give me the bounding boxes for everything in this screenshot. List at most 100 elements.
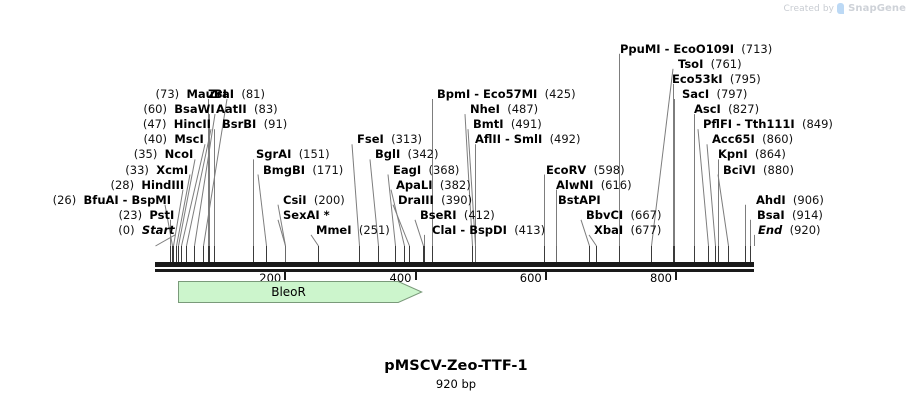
restriction-site-label[interactable]: SacI (797) (682, 88, 747, 101)
enzyme-position: (313) (391, 132, 423, 147)
leader-line (392, 204, 410, 247)
restriction-site-label[interactable]: (26) BfuAI - BspMI (53, 194, 171, 207)
feature-arrow-bleor[interactable]: BleoR (178, 281, 423, 303)
restriction-site-label[interactable]: KpnI (864) (718, 148, 786, 161)
restriction-site-label[interactable]: ZraI (81) (208, 88, 265, 101)
enzyme-position: (390) (441, 192, 473, 207)
leader-line (277, 219, 286, 247)
restriction-site-label[interactable]: PflFI - Tth111I (849) (703, 118, 833, 131)
restriction-site-tick (694, 246, 695, 262)
restriction-site-label[interactable]: AflII - SmlI (492) (475, 133, 581, 146)
restriction-site-label[interactable]: SgrAI (151) (256, 148, 330, 161)
ruler-tick-label: 800 (650, 271, 672, 285)
restriction-site-tick (619, 246, 620, 262)
restriction-site-tick (209, 246, 210, 262)
restriction-site-label[interactable]: BglI (342) (375, 148, 438, 161)
restriction-site-tick (718, 246, 719, 262)
ruler-tick (675, 272, 677, 280)
restriction-site-label[interactable]: Acc65I (860) (712, 133, 793, 146)
restriction-site-label[interactable]: BmgBI (171) (263, 164, 343, 177)
restriction-site-tick (589, 246, 590, 262)
restriction-site-label[interactable]: ClaI - BspDI (413) (432, 224, 545, 237)
restriction-site-label[interactable]: TsoI (761) (678, 58, 742, 71)
restriction-site-label[interactable]: BbvCI (667) (586, 209, 661, 222)
enzyme-name: HincII (173, 117, 211, 132)
restriction-site-label[interactable]: End (920) (758, 224, 821, 237)
enzyme-position: (171) (312, 162, 344, 177)
restriction-site-label[interactable]: NheI (487) (470, 103, 538, 116)
enzyme-position: (35) (133, 147, 158, 162)
enzyme-position: (382) (439, 177, 471, 192)
restriction-site-label[interactable]: DraIII (390) (398, 194, 472, 207)
restriction-site-label[interactable]: EagI (368) (393, 164, 459, 177)
enzyme-position: (914) (791, 207, 823, 222)
enzyme-position: (677) (630, 222, 662, 237)
restriction-site-tick (176, 246, 177, 262)
enzyme-name: BglI (375, 147, 401, 162)
enzyme-name: PpuMI - EcoO109I (620, 41, 734, 56)
restriction-site-tick (423, 246, 424, 262)
enzyme-name: BciVI (723, 162, 756, 177)
restriction-site-label[interactable]: Eco53kI (795) (672, 73, 761, 86)
restriction-site-label[interactable]: (23) PstI (118, 209, 174, 222)
enzyme-name: Eco53kI (672, 71, 723, 86)
restriction-site-label[interactable]: (47) HincII (143, 118, 211, 131)
restriction-site-label[interactable]: PpuMI - EcoO109I (713) (620, 43, 772, 56)
restriction-site-tick (378, 246, 379, 262)
restriction-site-label[interactable]: (40) MscI (143, 133, 203, 146)
enzyme-position: (487) (507, 102, 539, 117)
restriction-site-tick (178, 246, 179, 262)
restriction-site-tick (318, 246, 319, 262)
restriction-site-label[interactable]: BciVI (880) (723, 164, 794, 177)
ruler-tick (544, 272, 547, 280)
restriction-site-label[interactable]: AscI (827) (694, 103, 759, 116)
enzyme-position: (598) (593, 162, 625, 177)
enzyme-position: (827) (728, 102, 760, 117)
restriction-site-label[interactable]: EcoRV (598) (546, 164, 625, 177)
restriction-site-label[interactable]: BmtI (491) (473, 118, 542, 131)
enzyme-position: (0) (118, 222, 135, 237)
restriction-site-label[interactable]: BsrBI (91) (222, 118, 287, 131)
restriction-site-label[interactable]: BpmI - Eco57MI (425) (437, 88, 576, 101)
enzyme-position: (200) (313, 192, 345, 207)
restriction-site-tick (745, 246, 746, 262)
enzyme-name: KpnI (718, 147, 748, 162)
restriction-site-tick (253, 246, 254, 262)
enzyme-position: (28) (110, 177, 135, 192)
restriction-site-label[interactable]: BsaI (914) (757, 209, 823, 222)
restriction-site-label[interactable]: (0) Start (118, 224, 174, 237)
enzyme-name: MscI (174, 132, 204, 147)
ruler-tick-label: 600 (519, 271, 542, 285)
enzyme-name: BsrBI (222, 117, 257, 132)
restriction-site-label[interactable]: ApaLI (382) (396, 179, 471, 192)
restriction-site-label[interactable]: FseI (313) (357, 133, 422, 146)
restriction-site-tick (673, 246, 674, 262)
enzyme-name: BseRI (420, 207, 457, 222)
restriction-site-label[interactable]: (60) BsaWI (143, 103, 214, 116)
restriction-site-label[interactable]: (28) HindIII (110, 179, 184, 192)
restriction-site-label[interactable]: XbaI (677) (594, 224, 661, 237)
enzyme-name: CsiI (283, 192, 307, 207)
enzyme-name: BfuAI - BspMI (83, 192, 172, 207)
feature-arrow-shape (178, 281, 423, 303)
plasmid-size: 920 bp (435, 377, 477, 391)
enzyme-name: SgrAI (256, 147, 292, 162)
restriction-site-label[interactable]: MmeI (251) (316, 224, 390, 237)
restriction-site-label[interactable]: (73) MauBI (156, 88, 227, 101)
enzyme-position: (251) (358, 222, 390, 237)
restriction-site-label[interactable]: AhdI (906) (756, 194, 824, 207)
restriction-site-label[interactable]: SexAI * (283, 209, 330, 222)
restriction-site-label[interactable]: (35) NcoI (134, 148, 194, 161)
restriction-site-label[interactable]: BseRI (412) (420, 209, 495, 222)
restriction-site-tick (203, 246, 204, 262)
leader-line (257, 174, 267, 247)
restriction-site-tick (170, 246, 171, 262)
enzyme-position: (151) (298, 147, 330, 162)
restriction-site-label[interactable]: (33) XcmI (125, 164, 188, 177)
restriction-site-label[interactable]: AlwNI (616) (556, 179, 632, 192)
restriction-site-label[interactable]: AatII (83) (216, 103, 278, 116)
restriction-site-tick (194, 246, 195, 262)
enzyme-position: (425) (544, 87, 576, 101)
restriction-site-label[interactable]: BstAPI (558, 194, 601, 207)
restriction-site-label[interactable]: CsiI (200) (283, 194, 345, 207)
